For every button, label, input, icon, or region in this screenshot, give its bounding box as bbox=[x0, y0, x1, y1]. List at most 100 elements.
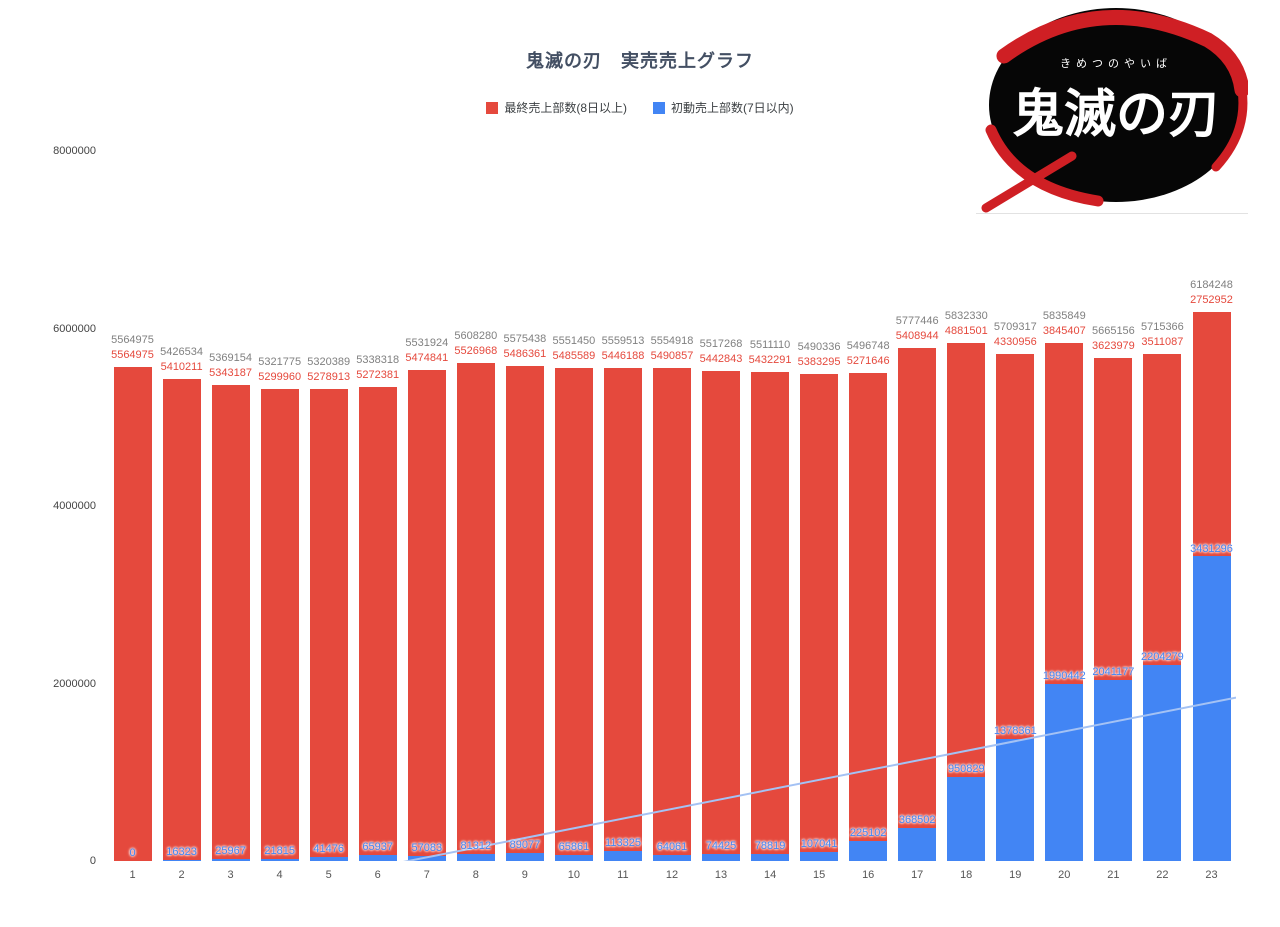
bar-segment-initial-volume-21[interactable] bbox=[1094, 679, 1133, 861]
bar-volume-18[interactable] bbox=[947, 343, 986, 861]
bar-segment-final-volume-14[interactable] bbox=[751, 371, 790, 854]
bar-segment-initial-volume-10[interactable] bbox=[554, 855, 593, 861]
final-value-label: 5410211 bbox=[160, 361, 203, 374]
bar-annotation-volume-21: 5665156 3623979 bbox=[1067, 324, 1159, 354]
bar-annotation-volume-8: 5608280 5526968 bbox=[430, 329, 522, 359]
bar-volume-9[interactable] bbox=[505, 366, 544, 861]
total-value-label: 5835849 bbox=[1042, 310, 1086, 323]
bar-volume-14[interactable] bbox=[751, 371, 790, 861]
bar-volume-13[interactable] bbox=[702, 371, 740, 861]
bar-volume-2[interactable] bbox=[162, 379, 201, 861]
logo-furigana: きめつのやいば bbox=[1060, 57, 1172, 70]
bar-volume-7[interactable] bbox=[407, 370, 446, 861]
bar-segment-final-volume-6[interactable] bbox=[358, 387, 397, 856]
bar-segment-final-volume-13[interactable] bbox=[702, 371, 740, 855]
bar-segment-final-volume-9[interactable] bbox=[505, 366, 544, 854]
bar-segment-final-volume-18[interactable] bbox=[947, 343, 986, 777]
initial-value-label: 65937 bbox=[362, 841, 393, 854]
legend-item-initial-sales[interactable]: 初動売上部数(7日以内) bbox=[653, 99, 794, 116]
bar-segment-initial-volume-13[interactable] bbox=[702, 854, 740, 861]
bar-segment-final-volume-4[interactable] bbox=[260, 388, 299, 860]
bar-volume-16[interactable] bbox=[849, 373, 888, 861]
bar-volume-8[interactable] bbox=[456, 363, 495, 861]
bar-segment-final-volume-5[interactable] bbox=[309, 388, 348, 858]
bar-annotation-volume-23: 6184248 2752952 bbox=[1166, 278, 1258, 308]
x-tick-label: 5 bbox=[325, 869, 332, 881]
legend-label-final: 最終売上部数(8日以上) bbox=[504, 101, 627, 115]
kimetsu-no-yaiba-logo: きめつのやいば 鬼滅の刃 bbox=[976, 4, 1250, 214]
total-value-label: 5551450 bbox=[552, 335, 596, 348]
total-value-label: 5496748 bbox=[846, 340, 890, 353]
bar-segment-initial-volume-7[interactable] bbox=[407, 855, 446, 861]
bar-annotation-volume-2: 5426534 5410211 bbox=[136, 345, 228, 375]
bar-segment-initial-volume-12[interactable] bbox=[653, 855, 691, 861]
total-value-label: 5777446 bbox=[895, 315, 939, 328]
x-tick-label: 8 bbox=[472, 869, 479, 881]
bar-segment-final-volume-20[interactable] bbox=[1045, 343, 1084, 685]
bar-annotation-volume-20: 5835849 3845407 bbox=[1018, 309, 1110, 339]
initial-value-label: 3431296 bbox=[1190, 542, 1233, 555]
bar-segment-initial-volume-2[interactable] bbox=[162, 859, 201, 861]
bar-volume-20[interactable] bbox=[1045, 343, 1084, 861]
bar-segment-final-volume-3[interactable] bbox=[211, 384, 250, 859]
final-value-label: 5490857 bbox=[650, 350, 694, 362]
legend-item-final-sales[interactable]: 最終売上部数(8日以上) bbox=[486, 99, 627, 116]
bar-volume-10[interactable] bbox=[554, 368, 593, 861]
final-value-label: 5383295 bbox=[797, 355, 841, 368]
bar-volume-23[interactable] bbox=[1192, 312, 1231, 861]
bar-segment-initial-volume-9[interactable] bbox=[505, 853, 544, 861]
bar-volume-4[interactable] bbox=[260, 388, 299, 861]
bar-segment-initial-volume-3[interactable] bbox=[211, 858, 250, 861]
total-value-label: 5517268 bbox=[699, 338, 743, 351]
bar-annotation-volume-1: 5564975 5564975 bbox=[87, 333, 179, 363]
bar-segment-initial-volume-15[interactable] bbox=[800, 851, 839, 861]
bar-volume-21[interactable] bbox=[1094, 358, 1133, 861]
x-tick-label: 18 bbox=[960, 869, 973, 881]
bar-volume-5[interactable] bbox=[309, 388, 348, 861]
bar-volume-19[interactable] bbox=[996, 354, 1035, 861]
bar-volume-17[interactable] bbox=[898, 348, 937, 861]
bar-volume-6[interactable] bbox=[358, 387, 397, 861]
bar-segment-final-volume-1[interactable] bbox=[113, 367, 152, 861]
bar-segment-final-volume-17[interactable] bbox=[898, 348, 937, 829]
bar-volume-15[interactable] bbox=[800, 373, 839, 861]
bar-segment-initial-volume-6[interactable] bbox=[358, 855, 397, 861]
bar-segment-final-volume-23[interactable] bbox=[1192, 312, 1231, 557]
bar-volume-3[interactable] bbox=[211, 384, 250, 862]
bar-segment-final-volume-10[interactable] bbox=[554, 368, 593, 856]
bar-segment-final-volume-2[interactable] bbox=[162, 379, 201, 860]
x-tick-label: 15 bbox=[812, 869, 826, 881]
x-tick-label: 10 bbox=[567, 869, 581, 881]
bar-volume-1[interactable] bbox=[113, 367, 152, 861]
bar-segment-final-volume-15[interactable] bbox=[800, 373, 839, 852]
bar-segment-initial-volume-4[interactable] bbox=[260, 859, 299, 861]
bar-segment-initial-volume-5[interactable] bbox=[309, 857, 348, 861]
bar-segment-initial-volume-19[interactable] bbox=[996, 738, 1035, 861]
x-tick-label: 11 bbox=[617, 869, 629, 881]
x-tick-label: 3 bbox=[227, 869, 234, 881]
final-value-label: 5278913 bbox=[307, 370, 351, 383]
bar-volume-22[interactable] bbox=[1143, 353, 1182, 861]
bar-segment-initial-volume-23[interactable] bbox=[1192, 556, 1231, 861]
bar-segment-final-volume-16[interactable] bbox=[849, 373, 888, 841]
bar-segment-final-volume-22[interactable] bbox=[1143, 353, 1182, 666]
bar-volume-11[interactable] bbox=[604, 367, 642, 861]
bar-segment-final-volume-7[interactable] bbox=[407, 370, 446, 856]
final-value-label: 3623979 bbox=[1091, 340, 1135, 353]
bar-segment-final-volume-21[interactable] bbox=[1094, 358, 1133, 680]
bar-segment-initial-volume-8[interactable] bbox=[456, 853, 495, 861]
bar-segment-final-volume-12[interactable] bbox=[653, 368, 691, 856]
bar-segment-final-volume-19[interactable] bbox=[996, 354, 1035, 739]
x-tick-label: 4 bbox=[276, 869, 283, 881]
bar-segment-final-volume-11[interactable] bbox=[604, 367, 642, 851]
bar-segment-final-volume-8[interactable] bbox=[456, 363, 495, 854]
total-value-label: 5575438 bbox=[503, 333, 547, 346]
final-value-label: 5299960 bbox=[258, 370, 302, 383]
bar-volume-12[interactable] bbox=[653, 368, 691, 861]
total-value-label: 5531924 bbox=[405, 337, 449, 349]
x-tick-label: 23 bbox=[1205, 869, 1218, 881]
bar-annotation-volume-16: 5496748 5271646 bbox=[822, 339, 914, 369]
bar-segment-initial-volume-22[interactable] bbox=[1143, 665, 1182, 861]
bar-segment-initial-volume-14[interactable] bbox=[751, 854, 790, 861]
bar-segment-initial-volume-20[interactable] bbox=[1045, 684, 1084, 861]
